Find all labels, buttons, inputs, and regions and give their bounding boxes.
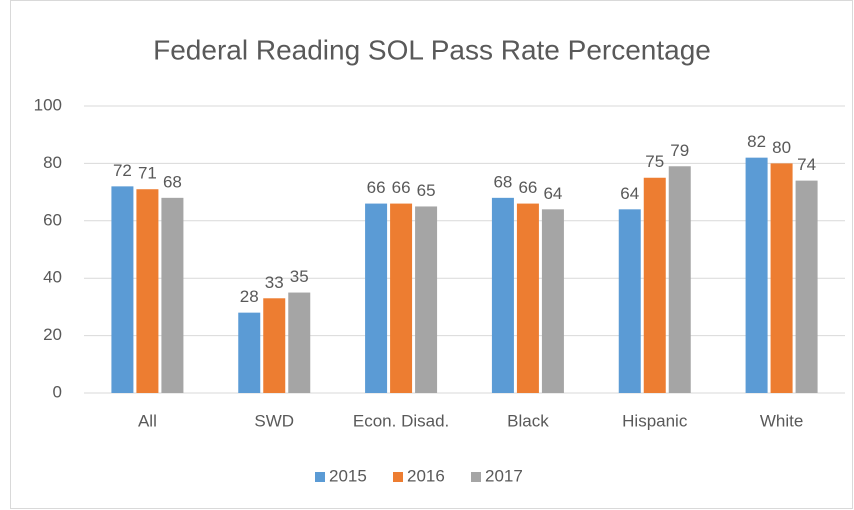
legend-swatch bbox=[393, 472, 403, 482]
data-label: 68 bbox=[493, 172, 512, 191]
bar bbox=[745, 157, 768, 393]
data-label: 64 bbox=[620, 184, 639, 203]
data-label: 68 bbox=[163, 172, 182, 191]
data-label: 75 bbox=[645, 152, 664, 171]
data-label: 35 bbox=[290, 267, 309, 286]
bar bbox=[111, 186, 134, 393]
data-label: 28 bbox=[240, 287, 259, 306]
y-tick-label: 20 bbox=[43, 325, 62, 344]
bar bbox=[390, 203, 413, 393]
bar bbox=[795, 180, 818, 393]
bar bbox=[618, 209, 641, 393]
bar bbox=[668, 166, 691, 393]
bar bbox=[415, 206, 438, 393]
data-label: 66 bbox=[392, 178, 411, 197]
bar bbox=[288, 292, 311, 393]
x-tick-label: Hispanic bbox=[622, 411, 688, 430]
x-tick-label: Black bbox=[507, 411, 549, 430]
y-tick-label: 100 bbox=[34, 95, 62, 114]
bar bbox=[136, 189, 159, 393]
data-label: 72 bbox=[113, 161, 132, 180]
x-tick-label: SWD bbox=[254, 411, 294, 430]
x-tick-label: White bbox=[760, 411, 803, 430]
data-label: 82 bbox=[747, 132, 766, 151]
y-tick-label: 80 bbox=[43, 153, 62, 172]
bar bbox=[516, 203, 539, 393]
data-label: 80 bbox=[772, 138, 791, 157]
y-tick-label: 0 bbox=[53, 382, 62, 401]
data-label: 71 bbox=[138, 164, 157, 183]
data-label: 65 bbox=[417, 181, 436, 200]
legend-label: 2015 bbox=[329, 466, 367, 485]
bar bbox=[491, 197, 514, 393]
legend-label: 2016 bbox=[407, 466, 445, 485]
bar bbox=[541, 209, 564, 393]
data-label: 33 bbox=[265, 273, 284, 292]
data-label: 66 bbox=[518, 178, 537, 197]
bar bbox=[643, 177, 666, 393]
data-label: 79 bbox=[670, 141, 689, 160]
legend-label: 2017 bbox=[485, 466, 523, 485]
bar bbox=[263, 298, 286, 393]
data-label: 74 bbox=[797, 155, 816, 174]
bar bbox=[365, 203, 388, 393]
data-label: 64 bbox=[543, 184, 562, 203]
chart-title: Federal Reading SOL Pass Rate Percentage bbox=[153, 34, 711, 65]
y-tick-label: 40 bbox=[43, 268, 62, 287]
x-tick-label: Econ. Disad. bbox=[353, 411, 449, 430]
x-tick-label: All bbox=[138, 411, 157, 430]
bar bbox=[161, 197, 184, 393]
data-label: 66 bbox=[367, 178, 386, 197]
bar bbox=[238, 312, 261, 393]
y-tick-label: 60 bbox=[43, 210, 62, 229]
legend-swatch bbox=[471, 472, 481, 482]
legend-swatch bbox=[315, 472, 325, 482]
bar bbox=[770, 163, 793, 393]
